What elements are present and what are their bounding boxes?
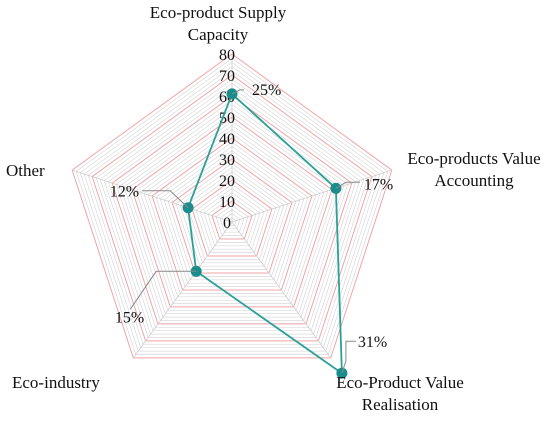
grid-ring <box>171 158 293 274</box>
axis-spoke <box>72 169 233 223</box>
axis-spoke <box>132 221 233 359</box>
tick-label: 0 <box>223 215 231 232</box>
series-line <box>187 93 343 375</box>
leader-line <box>129 270 197 310</box>
leader-line <box>231 89 244 95</box>
axis-labels: Eco-product Supply Capacity Eco-products V… <box>6 3 541 414</box>
category-label: Eco-products Value Accounting <box>407 149 540 190</box>
grid-ring <box>119 103 345 318</box>
grid-ring <box>151 137 313 291</box>
tick-label: 40 <box>219 131 235 148</box>
grid-ring <box>227 217 237 226</box>
grid-ring <box>71 53 393 359</box>
grid-ring <box>179 166 285 267</box>
grid-ring <box>91 74 373 342</box>
grid-ring <box>83 66 381 349</box>
category-label: Eco-Product Value Realisation <box>336 373 464 414</box>
grid-ring <box>207 196 257 243</box>
axis-spoke <box>231 169 392 223</box>
tick-label: 70 <box>219 68 235 85</box>
grid-ring <box>219 208 245 233</box>
data-label: 15% <box>115 309 144 326</box>
tick-label: 30 <box>219 152 235 169</box>
grid-ring <box>199 187 265 250</box>
axis-spoke <box>231 221 332 359</box>
grid-ring <box>211 200 253 240</box>
grid-ring <box>195 183 269 253</box>
data-label-leaders <box>129 89 360 374</box>
grid-ring <box>103 87 361 332</box>
grid-ring <box>159 145 305 284</box>
tick-label: 50 <box>219 110 235 127</box>
grid-ring <box>203 192 261 247</box>
grid-ring <box>183 171 281 264</box>
grid-ring <box>223 213 241 230</box>
grid-ring <box>115 99 349 321</box>
grid-ring <box>191 179 273 257</box>
grid-ring <box>167 154 297 277</box>
grid-ring <box>111 95 353 325</box>
data-labels: 25% 17% 31% 15% 12% <box>110 82 393 351</box>
grid-ring <box>139 124 325 301</box>
category-label: Eco-industry <box>12 373 100 392</box>
tick-label: 80 <box>219 47 235 64</box>
radar-grid <box>71 53 393 359</box>
leader-line <box>142 190 189 209</box>
data-label: 17% <box>364 176 393 193</box>
data-label: 25% <box>252 82 281 99</box>
radar-axes <box>72 54 392 359</box>
grid-ring <box>75 57 389 355</box>
data-label: 31% <box>358 334 387 351</box>
grid-ring <box>107 91 357 328</box>
tick-label: 10 <box>219 194 235 211</box>
grid-ring <box>163 150 301 281</box>
tick-label: 20 <box>219 173 235 190</box>
grid-ring <box>79 61 385 352</box>
grid-ring <box>131 116 333 308</box>
category-label: Eco-product Supply Capacity <box>150 3 287 44</box>
grid-ring <box>127 112 337 311</box>
leader-line <box>341 340 356 374</box>
grid-ring <box>123 108 341 315</box>
data-label: 12% <box>110 184 139 201</box>
grid-ring <box>147 133 317 294</box>
grid-ring <box>155 141 309 287</box>
grid-ring <box>135 120 329 304</box>
category-label: Other <box>6 161 45 180</box>
grid-ring <box>99 82 365 335</box>
grid-ring <box>175 162 289 270</box>
leader-line <box>335 181 360 189</box>
grid-ring <box>215 204 249 236</box>
grid-ring <box>187 175 277 260</box>
grid-ring <box>87 70 377 345</box>
grid-ring <box>95 78 369 338</box>
